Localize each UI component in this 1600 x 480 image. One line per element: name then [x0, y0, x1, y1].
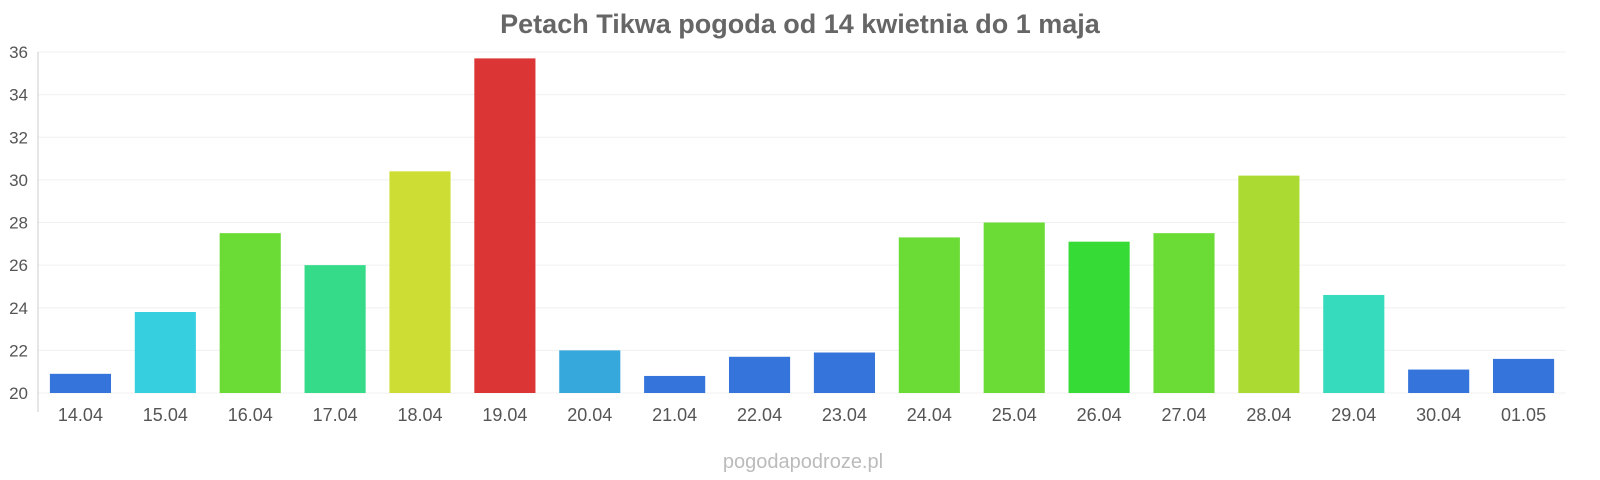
- grid-lines: [38, 51, 1566, 394]
- x-tick-label: 17.04: [313, 405, 358, 425]
- x-axis-ticks: 14.04 15.04 16.04 17.04 18.04 19.04 20.04 21.04…: [58, 405, 1546, 425]
- x-tick-label: 16.04: [228, 405, 273, 425]
- bar-20.04: [559, 350, 621, 393]
- bar-30.04: [1408, 369, 1470, 393]
- x-tick-label: 30.04: [1416, 405, 1461, 425]
- x-tick-label: 23.04: [822, 405, 867, 425]
- y-tick-label: 28: [9, 214, 28, 233]
- bar-27.04: [1153, 233, 1215, 393]
- site-watermark: pogodapodroze.pl: [723, 451, 883, 473]
- bars: [49, 58, 1555, 394]
- x-tick-label: 21.04: [652, 405, 697, 425]
- x-tick-label: 29.04: [1331, 405, 1376, 425]
- y-tick-label: 32: [9, 128, 28, 147]
- bar-21.04: [644, 375, 706, 393]
- x-tick-label: 27.04: [1161, 405, 1206, 425]
- y-axis-ticks: 20 22 24 26 28 30 32 34 36: [9, 43, 28, 403]
- y-tick-label: 36: [9, 43, 28, 62]
- y-tick-label: 24: [9, 299, 28, 318]
- x-tick-label: 25.04: [992, 405, 1037, 425]
- y-tick-label: 30: [9, 171, 28, 190]
- x-tick-label: 18.04: [397, 405, 442, 425]
- x-tick-label: 22.04: [737, 405, 782, 425]
- bar-01.05: [1492, 358, 1555, 393]
- bar-19.04: [474, 58, 536, 394]
- x-tick-label: 14.04: [58, 405, 103, 425]
- bar-23.04: [813, 352, 876, 393]
- y-tick-label: 20: [9, 384, 28, 403]
- x-tick-label: 20.04: [567, 405, 612, 425]
- x-tick-label: 24.04: [907, 405, 952, 425]
- bar-25.04: [983, 222, 1045, 393]
- chart-title: Petach Tikwa pogoda od 14 kwietnia do 1 …: [500, 9, 1101, 39]
- bar-29.04: [1323, 294, 1385, 393]
- x-tick-label: 19.04: [482, 405, 527, 425]
- x-tick-label: 28.04: [1246, 405, 1291, 425]
- bar-16.04: [219, 233, 281, 393]
- bar-22.04: [728, 356, 791, 393]
- bar-26.04: [1068, 241, 1130, 393]
- x-tick-label: 15.04: [143, 405, 188, 425]
- y-tick-label: 26: [9, 256, 28, 275]
- bar-17.04: [304, 265, 366, 393]
- bar-14.04: [49, 373, 112, 393]
- bar-15.04: [134, 312, 196, 393]
- x-tick-label: 26.04: [1077, 405, 1122, 425]
- y-tick-label: 34: [9, 86, 28, 105]
- x-tick-label: 01.05: [1501, 405, 1546, 425]
- bar-24.04: [898, 237, 960, 393]
- bar-28.04: [1238, 175, 1300, 393]
- bar-18.04: [389, 171, 451, 393]
- y-tick-label: 22: [9, 341, 28, 360]
